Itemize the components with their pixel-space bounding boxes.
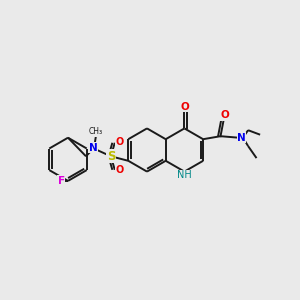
Text: NH: NH [177, 170, 192, 181]
Text: O: O [180, 101, 189, 112]
Text: S: S [106, 150, 115, 163]
Text: O: O [116, 165, 124, 176]
Text: O: O [116, 137, 124, 147]
Text: N: N [237, 133, 246, 143]
Text: F: F [58, 176, 65, 186]
Text: CH₃: CH₃ [89, 127, 103, 136]
Text: N: N [88, 143, 97, 153]
Text: O: O [220, 110, 229, 120]
